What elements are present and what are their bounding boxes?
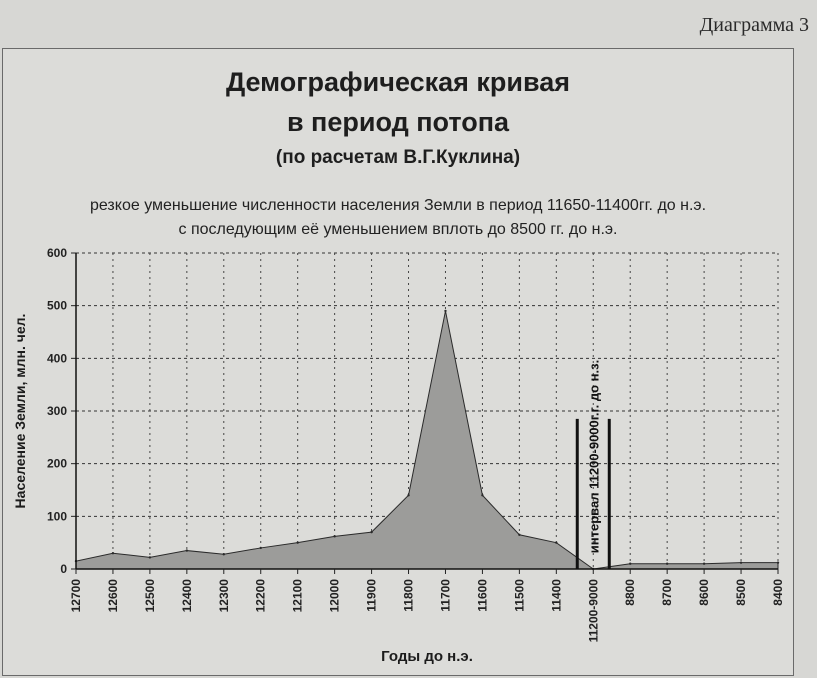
data-point <box>222 553 225 556</box>
data-point <box>776 561 780 564</box>
y-tick-label: 0 <box>60 562 67 576</box>
x-tick-label: 11900 <box>365 579 379 612</box>
data-point <box>739 561 743 564</box>
data-point <box>407 494 410 497</box>
data-point <box>665 562 669 565</box>
y-tick-label: 400 <box>47 351 67 365</box>
chart-note-line2: с последующим её уменьшением вплоть до 8… <box>178 221 618 238</box>
x-tick-label: 8500 <box>734 579 748 606</box>
x-tick-label: 11600 <box>475 579 489 612</box>
x-tick-label: 12200 <box>254 579 268 613</box>
y-tick-label: 200 <box>47 457 67 471</box>
x-tick-label: 12300 <box>217 579 231 613</box>
y-tick-label: 600 <box>47 246 67 260</box>
x-axis-title: Годы до н.э. <box>381 648 473 665</box>
x-tick-label: 12700 <box>69 579 83 613</box>
data-point <box>259 546 262 550</box>
chart-title: Демографическая кривая <box>225 67 571 97</box>
x-tick-label: 11800 <box>402 579 416 612</box>
x-tick-label: 8800 <box>623 579 637 606</box>
x-tick-label: 12600 <box>106 579 120 613</box>
interval-label: интервал 11200-9000г.г. до н.з. <box>586 360 601 553</box>
data-point <box>370 530 373 534</box>
area-series <box>75 310 779 570</box>
x-tick-label: 12100 <box>291 579 305 613</box>
chart-title-line2: в период потопа <box>286 107 510 137</box>
data-point <box>296 541 299 544</box>
chart-frame: Демографическая кривая в период потопа (… <box>2 48 794 676</box>
page-label: Диаграмма 3 <box>699 14 809 36</box>
chart-note-line1: резкое уменьшение численности населения … <box>89 197 707 214</box>
x-tick-label: 11500 <box>512 579 526 612</box>
x-tick-label: 8400 <box>771 579 785 606</box>
y-tick-label: 500 <box>47 299 67 313</box>
data-point <box>629 562 632 565</box>
y-axis-title: Население Земли, млн. чел. <box>12 314 28 509</box>
data-point <box>481 494 484 497</box>
plot-svg: 0 100 200 300 400 500 600 12700 12600 12500 12400 1… <box>12 246 785 665</box>
data-point <box>702 562 706 565</box>
data-point <box>148 556 152 559</box>
x-tick-label: 11200-9000 <box>586 579 600 643</box>
x-tick-label: 8600 <box>697 579 711 606</box>
x-tick-label: 12400 <box>180 579 194 613</box>
x-tick-label: 11400 <box>549 579 563 612</box>
data-point <box>111 552 115 555</box>
data-point <box>444 309 447 313</box>
data-point <box>333 535 336 538</box>
data-point <box>185 549 189 552</box>
y-tick-label: 100 <box>47 509 67 523</box>
x-tick-label: 12500 <box>143 579 157 613</box>
x-tick-label: 12000 <box>328 579 342 613</box>
chart-subtitle: (по расчетам В.Г.Куклина) <box>275 147 521 168</box>
data-point <box>518 533 521 536</box>
x-tick-label: 8700 <box>660 579 674 606</box>
data-point <box>555 541 558 544</box>
x-tick-label: 11700 <box>438 579 452 612</box>
y-tick-label: 300 <box>47 404 67 418</box>
